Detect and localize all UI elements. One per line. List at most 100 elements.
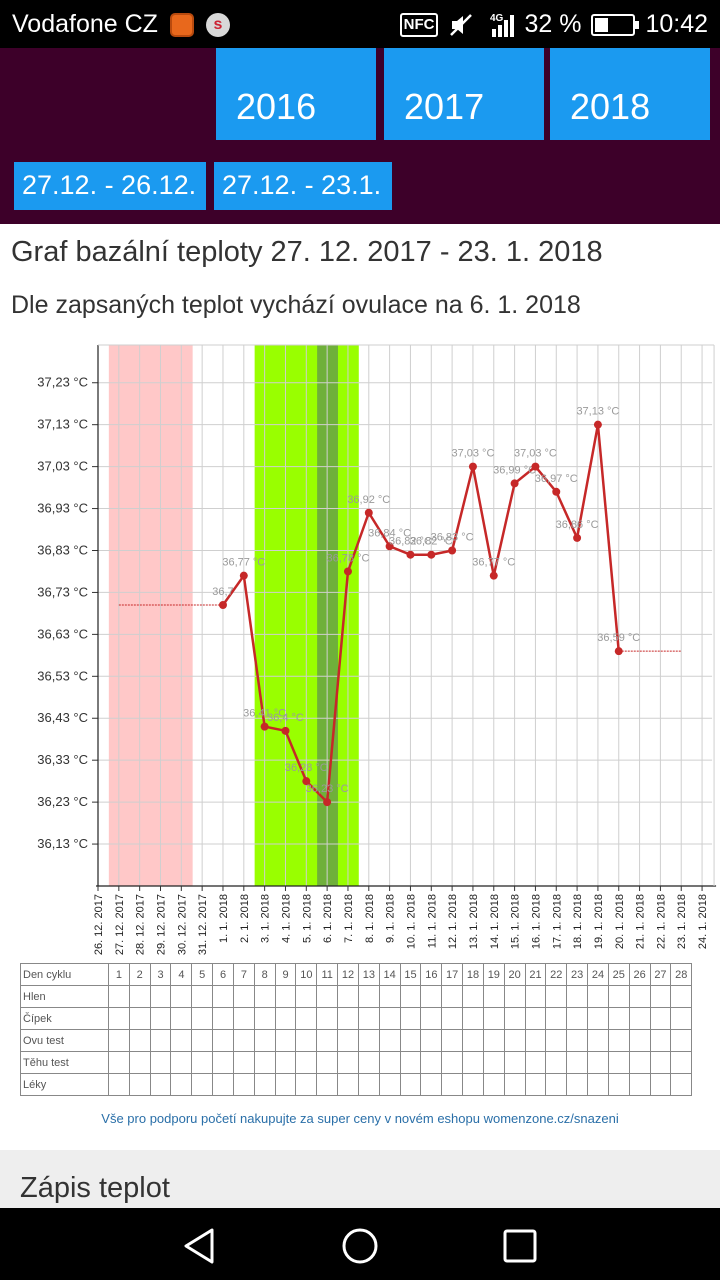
cycle-data-row: Hlen [20,985,693,1008]
cycle-cell [337,1007,359,1030]
x-tick-label: 29. 12. 2017 [155,894,167,955]
cycle-cell [274,1007,297,1030]
cycle-cell [232,1007,255,1030]
temperature-label: 36,92 °C [347,494,390,506]
x-tick-label: 20. 1. 2018 [614,894,626,949]
temperature-label: 36,28 °C [285,762,328,774]
temperature-point [260,722,269,731]
cycle-cell [274,985,297,1008]
cycle-day-row: Den cyklu 1 2 3 4 5 6 7 8 9 10 11 12 13 14 15 16 17 18 19 20… [20,963,693,986]
cycle-cell [545,1051,568,1074]
cycle-cell [378,985,401,1008]
x-tick-label: 7. 1. 2018 [343,894,355,943]
cycle-cell [170,1073,193,1096]
x-tick-label: 23. 1. 2018 [676,894,688,949]
cycle-cell [212,1073,234,1096]
cycle-cell [357,1051,380,1074]
cycle-cell [482,1007,505,1030]
year-button-2018[interactable]: 2018 [550,48,710,140]
x-tick-label: 21. 1. 2018 [635,894,647,949]
cycle-cell [587,985,609,1008]
cycle-cell [628,985,651,1008]
back-icon[interactable] [180,1226,220,1266]
cycle-cell [566,1029,589,1052]
cycle-cell [337,1073,359,1096]
cycle-cell: 9 [274,963,297,986]
cycle-cell [566,1051,589,1074]
cycle-cell [253,1029,276,1052]
row-label: Těhu test [20,1051,109,1074]
range-button-previous[interactable]: 27.12. - 26.12. [14,162,206,210]
cycle-cell [441,985,464,1008]
x-tick-label: 28. 12. 2017 [135,894,147,955]
cycle-cell [587,1051,609,1074]
cycle-cell [108,1007,130,1030]
temperature-point [427,550,436,559]
recents-icon[interactable] [500,1226,540,1266]
cycle-cell [149,1029,172,1052]
cycle-cell: 21 [524,963,547,986]
cycle-cell [295,985,318,1008]
cycle-cell [295,1073,318,1096]
home-icon[interactable] [340,1226,380,1266]
cycle-cell [170,1051,193,1074]
cycle-cell [462,1051,484,1074]
y-tick-label: 36,93 °C [37,501,88,516]
year-button-2016[interactable]: 2016 [216,48,376,140]
cycle-cell [607,985,630,1008]
cycle-cell [420,1073,443,1096]
temperature-point [323,798,332,807]
y-tick-label: 36,43 °C [37,710,88,725]
cycle-cell [128,1029,151,1052]
year-button-2017[interactable]: 2017 [384,48,544,140]
temperature-point [552,487,561,496]
cycle-cell [378,1029,401,1052]
cycle-cell [649,985,672,1008]
row-label: Čípek [20,1007,109,1030]
cycle-cell [670,1007,693,1030]
status-bar: Vodafone CZ s NFC 4G 32 % 10:42 [0,0,720,48]
temperature-point [614,647,623,656]
cycle-cell [337,985,359,1008]
cycle-cell [628,1007,651,1030]
cycle-cell: 17 [441,963,464,986]
cycle-cell [524,1051,547,1074]
cycle-cell [232,985,255,1008]
cycle-cell [399,1007,422,1030]
temperature-label: 36,77 °C [472,557,515,569]
temperature-point [364,508,373,517]
cycle-cell [170,985,193,1008]
y-tick-label: 36,33 °C [37,752,88,767]
nfc-icon: NFC [399,12,439,37]
signal-icon: 4G [490,13,515,37]
temperature-label: 36,97 °C [535,473,578,485]
x-tick-label: 24. 1. 2018 [697,894,709,949]
cycle-cell [524,1029,547,1052]
cycle-cell [253,985,276,1008]
y-tick-label: 36,53 °C [37,668,88,683]
cycle-cell [566,1007,589,1030]
x-tick-label: 18. 1. 2018 [572,894,584,949]
ovulation-summary: Dle zapsaných teplot vychází ovulace na … [11,291,581,319]
cycle-cell [295,1051,318,1074]
cycle-cell [191,1051,214,1074]
eshop-promo-link[interactable]: Vše pro podporu početí nakupujte za supe… [101,1111,619,1126]
temperature-entry-section: Zápis teplot [0,1150,720,1208]
cycle-cell: 3 [149,963,172,986]
row-label: Léky [20,1073,109,1096]
range-button-current[interactable]: 27.12. - 23.1. [214,162,392,210]
cycle-cell [295,1007,318,1030]
cycle-cell [420,1051,443,1074]
cycle-cell [462,1073,484,1096]
cycle-cell: 16 [420,963,443,986]
cycle-cell [399,1073,422,1096]
cycle-cell [274,1029,297,1052]
clock: 10:42 [645,10,708,38]
cycle-cell [670,1029,693,1052]
x-tick-label: 15. 1. 2018 [510,894,522,949]
cycle-cell [108,1073,130,1096]
cycle-cell [587,1029,609,1052]
temperature-label: 37,03 °C [451,448,494,460]
cycle-cell [482,1051,505,1074]
